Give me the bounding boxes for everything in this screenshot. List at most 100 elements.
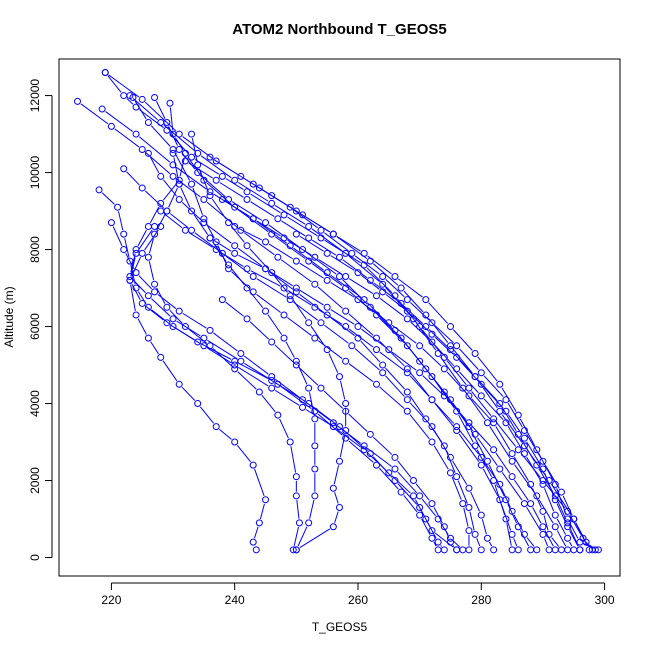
series-segment — [168, 187, 178, 208]
data-point — [274, 215, 282, 223]
series-segment — [410, 313, 430, 332]
series-segment — [256, 294, 281, 313]
series-layer — [73, 68, 602, 554]
series-profile — [166, 99, 516, 554]
series-segment — [507, 414, 523, 436]
series-segment — [495, 421, 517, 447]
series-segment — [148, 238, 154, 254]
data-point — [243, 284, 251, 292]
data-point — [144, 222, 152, 230]
data-point — [372, 461, 380, 469]
series-segment — [348, 440, 374, 463]
data-point — [323, 276, 331, 284]
series-segment — [532, 507, 542, 524]
series-segment — [379, 317, 405, 344]
series-segment — [330, 255, 355, 271]
data-point — [286, 203, 294, 211]
data-point — [323, 249, 331, 257]
series-segment — [409, 414, 430, 440]
data-point — [200, 196, 208, 204]
data-point — [453, 546, 461, 554]
series-segment — [243, 232, 275, 256]
data-point — [151, 288, 159, 296]
data-point — [527, 480, 535, 488]
series-segment — [373, 263, 399, 286]
series-segment — [339, 380, 346, 400]
data-point — [274, 253, 282, 261]
series-segment — [372, 456, 393, 478]
data-point — [107, 219, 115, 227]
series-segment — [330, 274, 362, 298]
data-point — [299, 211, 307, 219]
data-point — [508, 450, 516, 458]
y-tick-label: 4000 — [28, 390, 42, 417]
series-segment — [293, 247, 325, 271]
data-point — [231, 365, 239, 373]
y-tick-label: 10000 — [28, 156, 42, 190]
series-segment — [483, 387, 504, 409]
series-segment — [179, 157, 185, 177]
series-segment — [334, 492, 339, 504]
data-point — [323, 303, 331, 311]
series-segment — [250, 201, 275, 217]
data-point — [262, 219, 270, 227]
series-segment — [311, 239, 337, 256]
series-segment — [385, 375, 405, 397]
data-point — [268, 192, 276, 200]
data-point — [268, 269, 276, 277]
data-point — [144, 334, 152, 342]
data-point — [520, 530, 528, 538]
data-point — [73, 97, 81, 105]
series-segment — [366, 267, 393, 294]
series-segment — [526, 433, 542, 458]
data-point — [218, 296, 226, 304]
data-point — [564, 546, 572, 554]
series-segment — [471, 398, 492, 421]
data-point — [317, 319, 325, 327]
series-segment — [299, 262, 324, 279]
data-point — [453, 407, 461, 415]
series-segment — [477, 379, 498, 401]
data-point — [570, 515, 578, 523]
series-segment — [459, 360, 479, 382]
series-segment — [562, 495, 573, 516]
series-segment — [207, 347, 232, 364]
series-segment — [551, 537, 560, 547]
data-point — [292, 546, 300, 554]
data-point — [514, 546, 522, 554]
data-point — [126, 276, 134, 284]
series-segment — [324, 239, 361, 264]
series-segment — [290, 446, 297, 473]
data-point — [360, 442, 368, 450]
series-segment — [150, 341, 159, 355]
y-tick-label: 12000 — [28, 79, 42, 113]
series-segment — [198, 168, 209, 192]
series-segment — [137, 229, 147, 247]
series-segment — [144, 101, 177, 132]
data-point — [403, 388, 411, 396]
data-point — [372, 346, 380, 354]
series-segment — [410, 302, 430, 321]
data-point — [446, 346, 454, 354]
data-point — [231, 361, 239, 369]
data-point — [391, 453, 399, 461]
data-point — [508, 473, 516, 481]
series-segment — [378, 467, 399, 490]
series-segment — [433, 541, 437, 547]
data-point — [120, 246, 128, 254]
data-point — [594, 546, 602, 554]
series-segment — [150, 125, 171, 147]
series-segment — [513, 538, 518, 547]
x-tick-label: 280 — [471, 593, 491, 607]
series-segment — [238, 362, 269, 379]
data-point — [120, 165, 128, 173]
data-point — [225, 261, 233, 269]
series-segment — [162, 360, 178, 382]
series-segment — [336, 424, 362, 444]
series-segment — [274, 205, 306, 225]
series-segment — [237, 209, 269, 233]
series-segment — [494, 484, 506, 516]
data-point — [144, 303, 152, 311]
data-point — [576, 546, 584, 554]
data-point — [520, 442, 528, 450]
